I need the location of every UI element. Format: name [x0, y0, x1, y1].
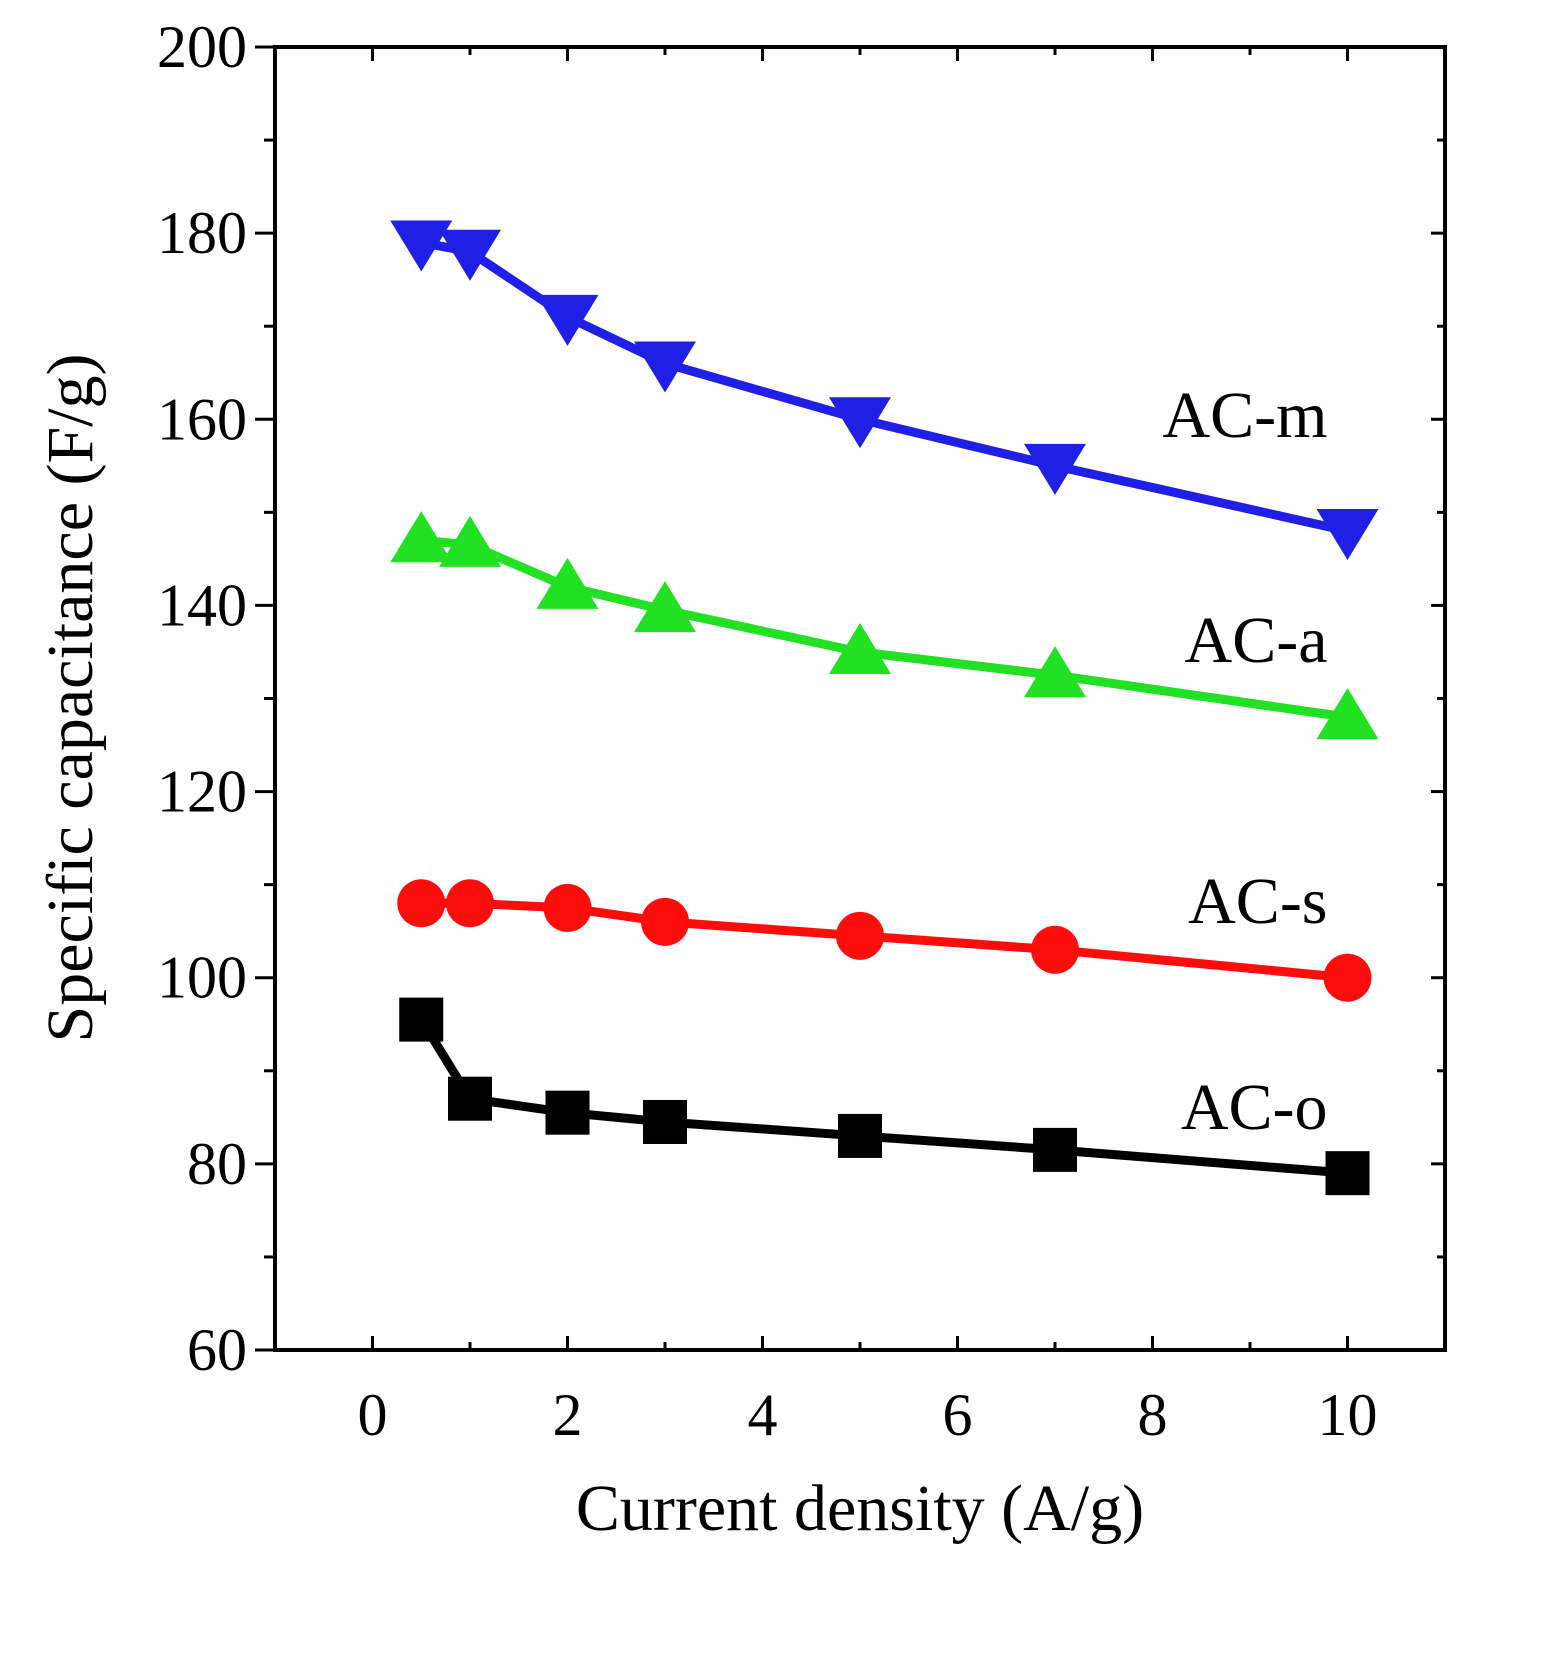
data-point	[390, 220, 453, 272]
data-point	[836, 911, 884, 960]
x-tick-label: 8	[1138, 1382, 1168, 1448]
x-axis-title: Current density (A/g)	[576, 1472, 1144, 1545]
data-point	[1316, 508, 1379, 560]
data-point	[1325, 1151, 1370, 1196]
y-tick-label: 140	[157, 572, 247, 638]
data-point	[439, 515, 501, 567]
data-point	[397, 879, 446, 928]
data-point	[1323, 953, 1372, 1002]
data-point	[446, 879, 494, 928]
data-point	[829, 397, 891, 449]
x-tick-label: 6	[943, 1382, 973, 1448]
data-point	[545, 1090, 590, 1135]
data-point	[643, 1099, 687, 1144]
data-point	[641, 897, 689, 946]
y-tick-label: 160	[157, 386, 247, 452]
y-tick-label: 60	[187, 1317, 247, 1383]
series-AC-a	[390, 511, 1379, 740]
data-point	[439, 229, 501, 281]
series-label: AC-a	[1185, 604, 1328, 677]
axis-ticks: 0 2 4 6 8 10 60 80 100 120 140 160 180 200	[157, 14, 1447, 1448]
data-point	[829, 622, 891, 674]
data-point	[1031, 925, 1079, 974]
data-point	[634, 341, 696, 393]
y-axis-title: Specific capacitance (F/g)	[34, 354, 107, 1043]
y-tick-label: 80	[187, 1131, 247, 1197]
series-label: AC-s	[1188, 865, 1327, 938]
x-tick-label: 10	[1318, 1382, 1378, 1448]
data-point	[1033, 1127, 1077, 1172]
x-tick-label: 2	[553, 1382, 583, 1448]
series-AC-o	[399, 997, 1370, 1196]
series-AC-m	[390, 220, 1379, 560]
y-tick-label: 200	[157, 14, 247, 80]
series-label: AC-m	[1163, 379, 1328, 452]
series-labels: AC-m AC-a AC-s AC-o	[1163, 379, 1328, 1144]
data-point	[448, 1076, 492, 1121]
x-tick-label: 4	[748, 1382, 778, 1448]
series-AC-s	[397, 879, 1372, 1002]
y-tick-label: 180	[157, 200, 247, 266]
data-point	[1024, 646, 1086, 698]
series-group	[390, 220, 1379, 1196]
data-point	[399, 997, 444, 1042]
data-point	[536, 294, 599, 346]
x-tick-label: 0	[358, 1382, 388, 1448]
y-tick-label: 100	[157, 945, 247, 1011]
data-point	[838, 1113, 882, 1158]
y-tick-label: 120	[157, 759, 247, 825]
data-point	[543, 883, 592, 932]
series-label: AC-o	[1181, 1071, 1328, 1144]
data-point	[634, 581, 696, 633]
data-point	[536, 557, 599, 609]
data-point	[1024, 443, 1086, 495]
data-point	[1316, 688, 1379, 740]
data-point	[390, 511, 453, 563]
